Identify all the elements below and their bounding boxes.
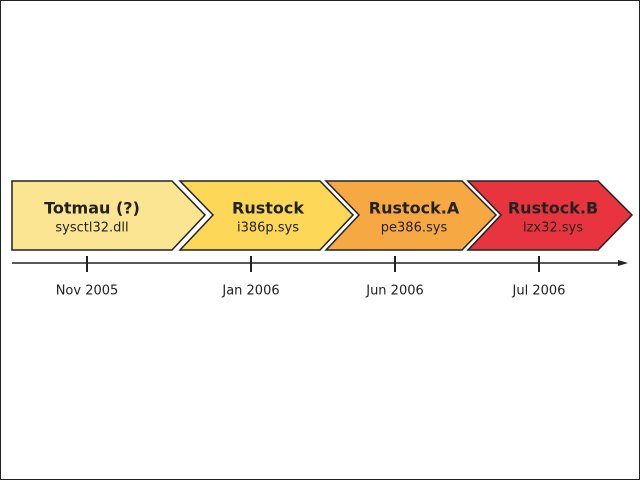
axis-arrow bbox=[618, 260, 628, 266]
chevron bbox=[324, 180, 498, 251]
chevron bbox=[178, 180, 355, 251]
stage-name: Totmau (?) bbox=[44, 199, 140, 218]
chevron bbox=[11, 180, 207, 251]
chevron bbox=[466, 180, 634, 251]
date-label: Nov 2005 bbox=[56, 284, 119, 299]
stage-file: lzx32.sys bbox=[523, 221, 583, 236]
stage-file: i386p.sys bbox=[237, 221, 299, 236]
date-label: Jun 2006 bbox=[365, 284, 424, 299]
time-axis bbox=[12, 256, 628, 272]
date-label: Jul 2006 bbox=[512, 284, 566, 299]
stage-file: sysctl32.dll bbox=[55, 221, 128, 236]
stage-name: Rustock.B bbox=[508, 199, 598, 218]
stage-file: pe386.sys bbox=[381, 221, 448, 236]
chevrons bbox=[11, 180, 634, 251]
stage-name: Rustock.A bbox=[369, 199, 460, 218]
stage-name: Rustock bbox=[232, 199, 304, 218]
date-label: Jan 2006 bbox=[221, 284, 279, 299]
